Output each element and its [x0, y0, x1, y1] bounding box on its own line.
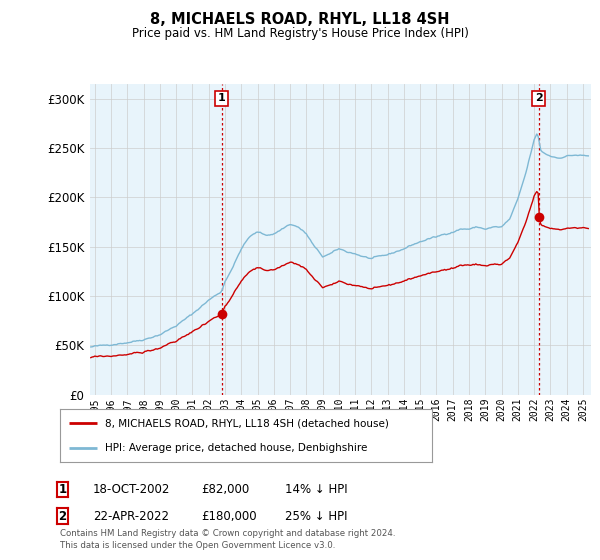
Text: 22-APR-2022: 22-APR-2022 [93, 510, 169, 523]
Text: 25% ↓ HPI: 25% ↓ HPI [285, 510, 347, 523]
Text: Price paid vs. HM Land Registry's House Price Index (HPI): Price paid vs. HM Land Registry's House … [131, 27, 469, 40]
Text: 8, MICHAELS ROAD, RHYL, LL18 4SH: 8, MICHAELS ROAD, RHYL, LL18 4SH [150, 12, 450, 27]
Text: 2: 2 [58, 510, 67, 523]
Text: 18-OCT-2002: 18-OCT-2002 [93, 483, 170, 496]
Text: Contains HM Land Registry data © Crown copyright and database right 2024.
This d: Contains HM Land Registry data © Crown c… [60, 529, 395, 550]
Text: £82,000: £82,000 [201, 483, 249, 496]
Text: HPI: Average price, detached house, Denbighshire: HPI: Average price, detached house, Denb… [104, 442, 367, 452]
Text: 1: 1 [218, 94, 226, 104]
Text: 14% ↓ HPI: 14% ↓ HPI [285, 483, 347, 496]
Text: 2: 2 [535, 94, 542, 104]
Text: £180,000: £180,000 [201, 510, 257, 523]
Text: 1: 1 [58, 483, 67, 496]
Text: 8, MICHAELS ROAD, RHYL, LL18 4SH (detached house): 8, MICHAELS ROAD, RHYL, LL18 4SH (detach… [104, 418, 389, 428]
